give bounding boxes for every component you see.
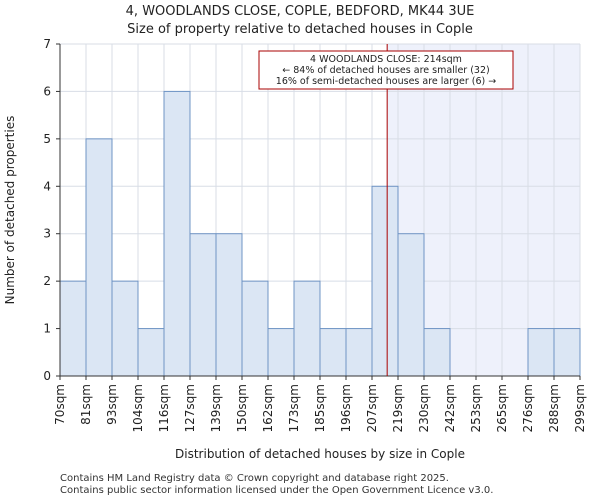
bar-276sqm <box>527 328 555 377</box>
x-tick-label-230sqm: 230sqm <box>417 384 431 432</box>
x-tick-label-253sqm: 253sqm <box>469 384 483 432</box>
x-tick-label-116sqm: 116sqm <box>157 384 171 432</box>
bar-173sqm <box>293 280 321 377</box>
annotation-line-1: 4 WOODLANDS CLOSE: 214sqm <box>310 54 462 65</box>
x-tick-label-288sqm: 288sqm <box>547 384 561 432</box>
annotation-line-2: ← 84% of detached houses are smaller (32… <box>282 65 489 76</box>
x-tick-label-299sqm: 299sqm <box>573 384 587 432</box>
x-tick-label-93sqm: 93sqm <box>105 384 119 425</box>
x-tick-label-162sqm: 162sqm <box>261 384 275 432</box>
footer-line-1: Contains HM Land Registry data © Crown c… <box>60 473 449 484</box>
bar-104sqm <box>137 328 165 377</box>
x-tick-label-81sqm: 81sqm <box>79 384 93 425</box>
bar-230sqm <box>423 328 451 377</box>
bar-93sqm <box>111 280 139 377</box>
chart-title: 4, WOODLANDS CLOSE, COPLE, BEDFORD, MK44… <box>125 4 475 19</box>
bar-70sqm <box>59 280 87 377</box>
bar-185sqm <box>319 328 347 377</box>
bar-127sqm <box>189 233 217 377</box>
x-tick-label-70sqm: 70sqm <box>53 384 67 425</box>
bar-116sqm <box>163 90 191 377</box>
annotation-line-3: 16% of semi-detached houses are larger (… <box>276 76 496 87</box>
x-tick-label-276sqm: 276sqm <box>521 384 535 432</box>
x-tick-label-207sqm: 207sqm <box>365 384 379 432</box>
annotation-box <box>258 50 514 90</box>
chart-subtitle: Size of property relative to detached ho… <box>127 22 473 37</box>
y-tick-label: 4 <box>43 179 51 193</box>
y-tick-label: 7 <box>43 37 51 51</box>
y-axis-label: Number of detached properties <box>3 116 17 305</box>
x-tick-label-242sqm: 242sqm <box>443 384 457 432</box>
x-tick-label-139sqm: 139sqm <box>209 384 223 432</box>
x-tick-label-173sqm: 173sqm <box>287 384 301 432</box>
bar-207sqm <box>371 185 399 377</box>
x-tick-label-219sqm: 219sqm <box>391 384 405 432</box>
x-tick-label-265sqm: 265sqm <box>495 384 509 432</box>
bar-196sqm <box>345 328 373 377</box>
y-tick-label: 3 <box>43 227 51 241</box>
y-tick-label: 5 <box>43 132 51 146</box>
y-tick-label: 0 <box>43 369 51 383</box>
x-tick-label-150sqm: 150sqm <box>235 384 249 432</box>
x-tick-label-104sqm: 104sqm <box>131 384 145 432</box>
x-tick-label-196sqm: 196sqm <box>339 384 353 432</box>
bar-288sqm <box>553 328 581 377</box>
bar-81sqm <box>85 138 113 377</box>
footer-line-2: Contains public sector information licen… <box>60 485 494 496</box>
bar-139sqm <box>215 233 243 377</box>
bar-219sqm <box>397 233 425 377</box>
y-tick-label: 1 <box>43 322 51 336</box>
x-tick-label-127sqm: 127sqm <box>183 384 197 432</box>
x-axis-label: Distribution of detached houses by size … <box>175 447 465 461</box>
bar-162sqm <box>267 328 295 377</box>
bar-150sqm <box>241 280 269 377</box>
y-tick-label: 6 <box>43 84 51 98</box>
x-tick-label-185sqm: 185sqm <box>313 384 327 432</box>
y-tick-label: 2 <box>43 274 51 288</box>
